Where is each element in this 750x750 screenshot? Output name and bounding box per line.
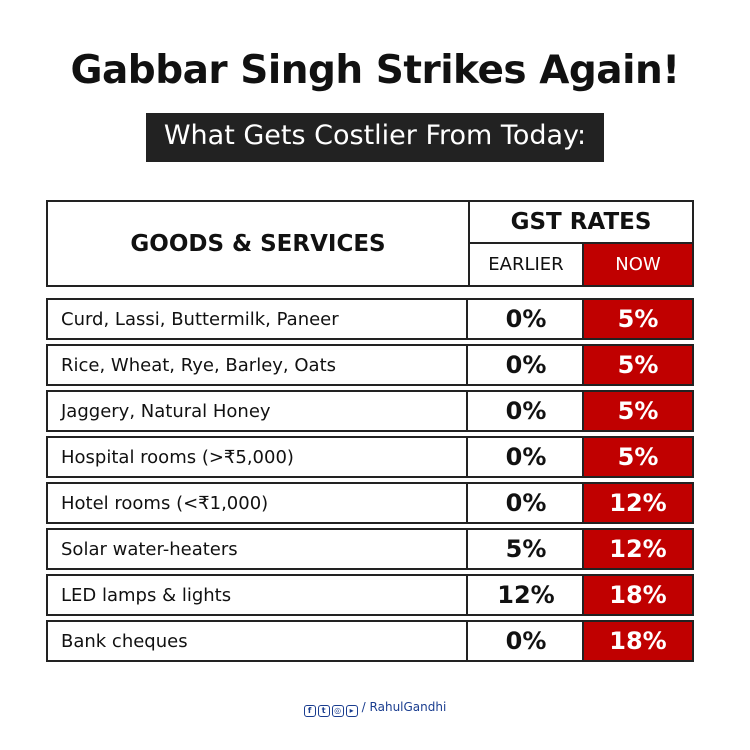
row-earlier-rate: 0% bbox=[470, 300, 584, 338]
subtitle: What Gets Costlier From Today: bbox=[145, 113, 605, 162]
row-item: LED lamps & lights bbox=[48, 576, 468, 614]
table-row: Hotel rooms (<₹1,000) 0% 12% bbox=[46, 482, 694, 524]
row-earlier-rate: 0% bbox=[470, 622, 584, 660]
facebook-icon: f bbox=[303, 705, 316, 717]
row-now-rate: 5% bbox=[584, 392, 692, 430]
header-goods-services: GOODS & SERVICES bbox=[48, 202, 470, 285]
twitter-icon: t bbox=[317, 705, 330, 717]
row-earlier-rate: 12% bbox=[470, 576, 584, 614]
youtube-icon: ▸ bbox=[345, 705, 358, 717]
row-item: Curd, Lassi, Buttermilk, Paneer bbox=[48, 300, 468, 338]
table-row: Curd, Lassi, Buttermilk, Paneer 0% 5% bbox=[46, 298, 694, 340]
subtitle-banner: What Gets Costlier From Today: bbox=[0, 113, 750, 162]
row-item: Jaggery, Natural Honey bbox=[48, 392, 468, 430]
table-row: Rice, Wheat, Rye, Barley, Oats 0% 5% bbox=[46, 344, 694, 386]
row-item: Hospital rooms (>₹5,000) bbox=[48, 438, 468, 476]
row-item: Rice, Wheat, Rye, Barley, Oats bbox=[48, 346, 468, 384]
row-earlier-rate: 0% bbox=[470, 484, 584, 522]
row-item: Solar water-heaters bbox=[48, 530, 468, 568]
row-now-rate: 5% bbox=[584, 438, 692, 476]
table-header: GOODS & SERVICES GST RATES EARLIER NOW bbox=[46, 200, 694, 287]
table-row: Solar water-heaters 5% 12% bbox=[46, 528, 694, 570]
row-earlier-rate: 0% bbox=[470, 392, 584, 430]
row-item: Hotel rooms (<₹1,000) bbox=[48, 484, 468, 522]
row-earlier-rate: 0% bbox=[470, 438, 584, 476]
header-now: NOW bbox=[584, 244, 692, 285]
row-now-rate: 5% bbox=[584, 300, 692, 338]
header-earlier: EARLIER bbox=[470, 244, 584, 285]
row-now-rate: 12% bbox=[584, 530, 692, 568]
table-row: LED lamps & lights 12% 18% bbox=[46, 574, 694, 616]
row-now-rate: 5% bbox=[584, 346, 692, 384]
table-row: Bank cheques 0% 18% bbox=[46, 620, 694, 662]
row-now-rate: 12% bbox=[584, 484, 692, 522]
instagram-icon: ◎ bbox=[331, 705, 344, 717]
row-earlier-rate: 5% bbox=[470, 530, 584, 568]
page-title: Gabbar Singh Strikes Again! bbox=[70, 48, 680, 93]
row-now-rate: 18% bbox=[584, 576, 692, 614]
social-footer: f t ◎ ▸ / RahulGandhi bbox=[0, 700, 750, 717]
header-gst-rates: GST RATES bbox=[470, 202, 692, 244]
row-earlier-rate: 0% bbox=[470, 346, 584, 384]
row-item: Bank cheques bbox=[48, 622, 468, 660]
social-handle: / RahulGandhi bbox=[361, 700, 447, 714]
table-row: Jaggery, Natural Honey 0% 5% bbox=[46, 390, 694, 432]
row-now-rate: 18% bbox=[584, 622, 692, 660]
table-row: Hospital rooms (>₹5,000) 0% 5% bbox=[46, 436, 694, 478]
